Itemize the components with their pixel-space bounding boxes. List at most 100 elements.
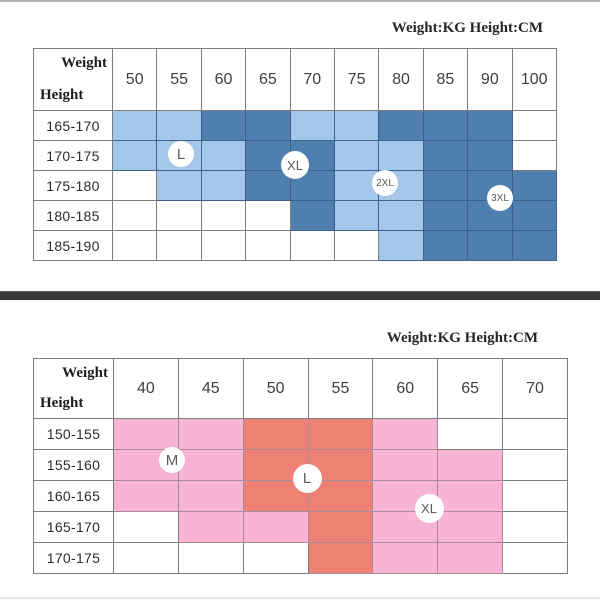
size-cell	[113, 418, 179, 450]
size-cell	[245, 230, 291, 261]
size-badge-l: L	[168, 141, 194, 167]
size-badge-xl: XL	[281, 151, 309, 179]
size-cell	[437, 511, 504, 543]
size-cell	[111, 170, 158, 201]
weight-column-header: 75	[333, 48, 380, 111]
size-cell	[177, 480, 244, 512]
weight-column-header: 45	[177, 358, 244, 419]
size-cell	[372, 418, 439, 450]
size-cell	[378, 200, 424, 231]
size-cell	[333, 110, 380, 141]
size-cell	[307, 418, 374, 450]
size-cell	[113, 480, 179, 512]
height-row-label: 180-185	[33, 200, 113, 231]
size-cell	[200, 110, 247, 141]
size-cell	[333, 170, 380, 201]
weight-column-header: 100	[511, 48, 557, 111]
size-cell	[113, 542, 179, 574]
upper-size-chart-table: Weight Height 50 55 60 65 70 75 80 85 90 100 165-170…	[33, 48, 557, 261]
units-note-upper: Weight:KG Height:CM	[391, 20, 543, 36]
corner-header-cell: Weight Height	[33, 48, 113, 111]
corner-header-cell: Weight Height	[33, 358, 114, 419]
size-cell	[242, 542, 309, 574]
size-cell	[378, 140, 424, 171]
size-cell	[289, 230, 335, 261]
size-cell	[422, 170, 469, 201]
size-cell	[156, 110, 202, 141]
size-cell	[242, 511, 309, 543]
size-cell	[437, 418, 504, 450]
weight-column-header: 70	[502, 358, 568, 419]
size-cell	[502, 480, 568, 512]
size-cell	[156, 230, 202, 261]
size-cell	[245, 110, 291, 141]
size-cell	[511, 140, 557, 171]
weight-column-header: 50	[242, 358, 309, 419]
weight-column-header: 55	[307, 358, 374, 419]
size-cell	[111, 230, 158, 261]
size-cell	[111, 140, 158, 171]
weight-column-header: 85	[422, 48, 469, 111]
size-badge-xl: XL	[414, 493, 444, 523]
corner-weight-label: Weight	[61, 55, 107, 71]
size-cell	[245, 200, 291, 231]
size-cell	[177, 511, 244, 543]
size-cell	[200, 200, 247, 231]
size-cell	[307, 511, 374, 543]
size-cell	[177, 542, 244, 574]
size-cell	[242, 418, 309, 450]
size-cell	[467, 140, 513, 171]
size-cell	[245, 170, 291, 201]
size-cell	[422, 140, 469, 171]
corner-height-label: Height	[40, 395, 84, 411]
size-cell	[502, 542, 568, 574]
size-cell	[437, 449, 504, 481]
size-cell	[422, 200, 469, 231]
weight-column-header: 50	[111, 48, 158, 111]
size-cell	[502, 418, 568, 450]
size-cell	[422, 110, 469, 141]
weight-column-header: 60	[372, 358, 439, 419]
lower-size-chart-table: Weight Height 40 45 50 55 60 65 70 150-155 155-160…	[33, 358, 568, 574]
height-row-label: 155-160	[33, 449, 114, 481]
size-cell	[378, 110, 424, 141]
height-row-label: 185-190	[33, 230, 113, 261]
size-cell	[511, 110, 557, 141]
weight-column-header: 55	[156, 48, 202, 111]
size-cell	[156, 170, 202, 201]
size-cell	[511, 200, 557, 231]
size-cell	[200, 230, 247, 261]
size-cell	[289, 200, 335, 231]
size-cell	[333, 230, 380, 261]
size-cell	[200, 170, 247, 201]
height-row-label: 160-165	[33, 480, 114, 512]
size-badge-m: M	[159, 447, 185, 473]
size-cell	[422, 230, 469, 261]
weight-column-header: 65	[245, 48, 291, 111]
size-cell	[242, 480, 309, 512]
corner-height-label: Height	[40, 87, 84, 103]
height-row-label: 165-170	[33, 110, 113, 141]
units-note-lower: Weight:KG Height:CM	[386, 330, 538, 346]
size-cell	[177, 449, 244, 481]
size-cell	[502, 511, 568, 543]
size-cell	[437, 542, 504, 574]
height-row-label: 165-170	[33, 511, 114, 543]
size-cell	[511, 170, 557, 201]
size-cell	[467, 230, 513, 261]
size-cell	[333, 200, 380, 231]
divider-bar	[0, 291, 600, 300]
size-badge-2xl: 2XL	[372, 170, 398, 196]
size-cell	[372, 449, 439, 481]
size-cell	[437, 480, 504, 512]
size-cell	[156, 200, 202, 231]
size-cell	[177, 418, 244, 450]
bottom-border-line	[0, 597, 600, 599]
size-cell	[333, 140, 380, 171]
size-cell	[200, 140, 247, 171]
height-row-label: 170-175	[33, 140, 113, 171]
size-cell	[289, 110, 335, 141]
corner-weight-label: Weight	[62, 365, 108, 381]
weight-column-header: 65	[437, 358, 504, 419]
height-row-label: 150-155	[33, 418, 114, 450]
